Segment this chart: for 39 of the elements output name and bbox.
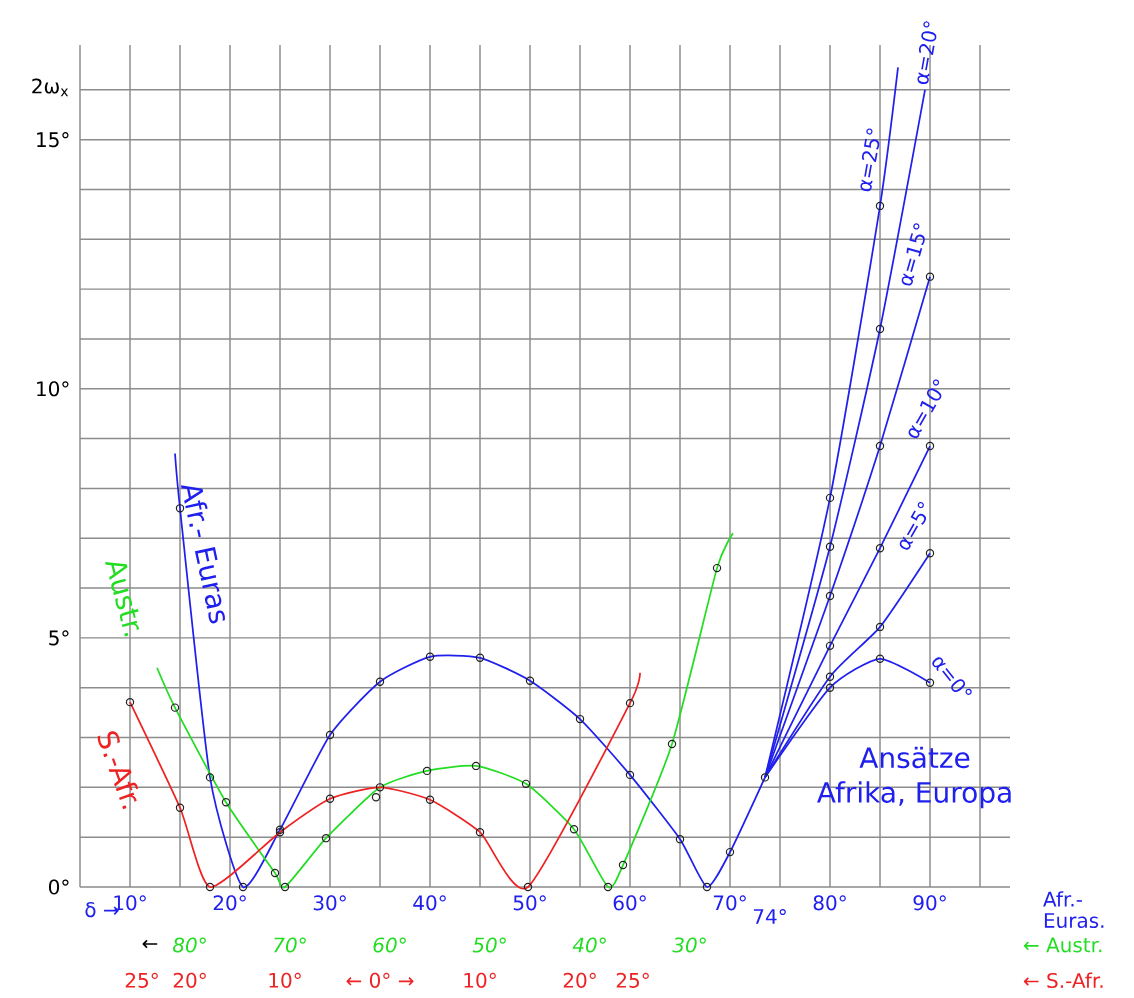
x-tick-label: 30° bbox=[313, 895, 346, 911]
text: 20° bbox=[173, 972, 206, 988]
annotation: Afrika, Europa bbox=[817, 781, 1011, 809]
y-tick-label: 0° bbox=[49, 879, 69, 895]
text: S.-Afr. bbox=[97, 731, 139, 810]
x2-tick-label: 50° bbox=[472, 937, 506, 953]
x-tick-label: 40° bbox=[413, 895, 446, 911]
text: ← bbox=[142, 939, 158, 949]
text: 20° bbox=[563, 972, 596, 988]
text: 74° bbox=[753, 908, 786, 924]
x2-axis-title: ← Austr. bbox=[1023, 937, 1102, 953]
x2-tick-label: 60° bbox=[373, 937, 406, 953]
text: α=15° bbox=[901, 223, 925, 286]
text: 25° bbox=[616, 972, 649, 988]
x2-tick-label: 70° bbox=[274, 937, 306, 953]
x-tick-label: 50° bbox=[513, 895, 546, 911]
x-tick-label: 90° bbox=[913, 895, 946, 911]
x2-tick-label: 80° bbox=[172, 937, 206, 953]
x2-tick-label: 40° bbox=[572, 937, 606, 953]
text: Afr.- Euras bbox=[180, 485, 225, 624]
x-tick-label: 70° bbox=[713, 895, 746, 911]
y-tick-label: 10° bbox=[37, 381, 69, 397]
x2-tick-label: 30° bbox=[672, 937, 706, 953]
y-tick-label: 5° bbox=[49, 630, 69, 646]
x-tick-label: 80° bbox=[813, 895, 846, 911]
text: 25° bbox=[125, 972, 158, 988]
text: 10° bbox=[269, 972, 301, 988]
y-axis-title: 2ω$_{x}$ bbox=[32, 78, 69, 97]
x-axis-title: Afr.- Euras. bbox=[1043, 891, 1104, 929]
text: Austr. bbox=[105, 562, 140, 637]
text: α=25° bbox=[860, 128, 880, 192]
text: 10° bbox=[464, 972, 496, 988]
y-tick-label: 15° bbox=[37, 132, 69, 148]
text: α=20° bbox=[917, 21, 937, 85]
text: ← 0° → bbox=[346, 972, 414, 988]
x-tick-label: 60° bbox=[613, 895, 646, 911]
annotation: Ansätze bbox=[859, 746, 970, 769]
x-tick-label: 20° bbox=[213, 895, 246, 911]
text: ← S.-Afr. bbox=[1023, 972, 1103, 989]
